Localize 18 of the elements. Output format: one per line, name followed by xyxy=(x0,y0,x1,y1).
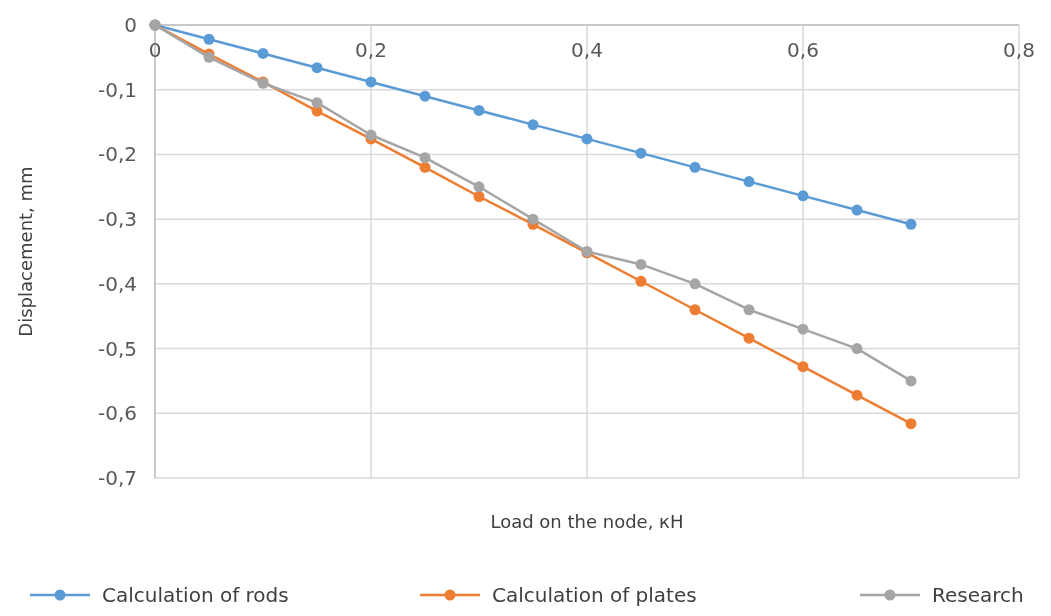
x-tick-label: 0 xyxy=(148,38,162,62)
x-axis-title: Load on the node, кН xyxy=(490,511,684,532)
x-tick-label: 0,4 xyxy=(571,38,603,62)
y-axis-title: Displacement, mm xyxy=(15,166,36,337)
legend-label: Research xyxy=(932,583,1024,607)
x-tick-label: 0,2 xyxy=(355,38,387,62)
x-tick-label: 0,6 xyxy=(787,38,819,62)
legend-label: Calculation of plates xyxy=(492,583,697,607)
y-tick-label: 0 xyxy=(124,13,137,37)
y-tick-label: -0,7 xyxy=(97,466,137,490)
y-tick-label: -0,5 xyxy=(97,336,137,361)
legend-label: Calculation of rods xyxy=(102,583,289,607)
y-tick-label: -0,3 xyxy=(97,207,137,232)
y-tick-label: -0,4 xyxy=(97,271,137,296)
y-tick-label: -0,6 xyxy=(97,401,137,426)
x-tick-label: 0,8 xyxy=(1003,38,1035,62)
y-tick-label: -0,2 xyxy=(97,142,137,167)
y-tick-label: -0,1 xyxy=(97,77,137,102)
